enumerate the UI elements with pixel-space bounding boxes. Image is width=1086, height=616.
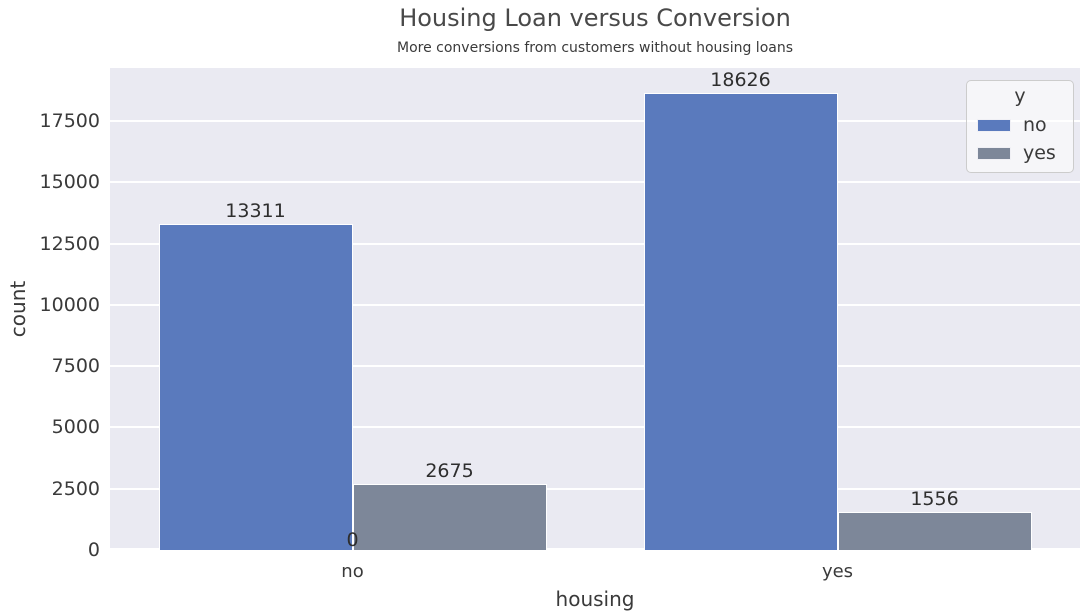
- bar-value-label: 13311: [225, 199, 286, 222]
- legend-item-label: yes: [1023, 142, 1056, 164]
- y-tick-label: 15000: [39, 171, 100, 194]
- y-tick-label: 12500: [39, 232, 100, 255]
- bar-no-yes: [352, 484, 547, 550]
- bar-no-no: [158, 223, 353, 550]
- legend: y no yes: [966, 80, 1074, 173]
- bar-yes-no: [643, 93, 838, 550]
- legend-item-no: no: [977, 114, 1063, 136]
- legend-title: y: [1014, 85, 1026, 107]
- legend-item-yes: yes: [977, 142, 1063, 164]
- bar-value-label: 2675: [425, 460, 474, 483]
- legend-item-label: no: [1023, 114, 1047, 136]
- gridline: [110, 181, 1080, 184]
- y-tick-label: 0: [87, 539, 100, 561]
- y-tick-label: 10000: [39, 293, 100, 316]
- y-tick-label: 2500: [51, 477, 100, 500]
- legend-items: no yes: [977, 114, 1063, 164]
- x-axis-label: housing: [555, 587, 635, 611]
- plot-area: 13311 18626 2675 1556 0: [110, 68, 1080, 550]
- gridline: [110, 303, 1080, 306]
- chart-subtitle: More conversions from customers without …: [397, 40, 793, 56]
- legend-swatch-icon: [977, 118, 1011, 132]
- y-tick-label: 7500: [51, 355, 100, 378]
- y-tick-label: 5000: [51, 416, 100, 439]
- gridline: [110, 487, 1080, 490]
- gridline: [110, 365, 1080, 368]
- bar-value-label: 1556: [910, 487, 959, 510]
- bar-value-label: 18626: [710, 69, 771, 92]
- gridline: [110, 548, 1080, 550]
- x-tick-label: yes: [821, 561, 854, 582]
- gridline: [110, 426, 1080, 429]
- x-tick-label: no: [341, 561, 364, 582]
- chart-title: Housing Loan versus Conversion: [399, 4, 791, 32]
- y-tick-label: 17500: [39, 109, 100, 132]
- legend-swatch-icon: [977, 146, 1011, 160]
- gridline: [110, 242, 1080, 245]
- zero-annotation: 0: [346, 529, 359, 551]
- gridline: [110, 119, 1080, 122]
- bar-yes-yes: [837, 511, 1032, 550]
